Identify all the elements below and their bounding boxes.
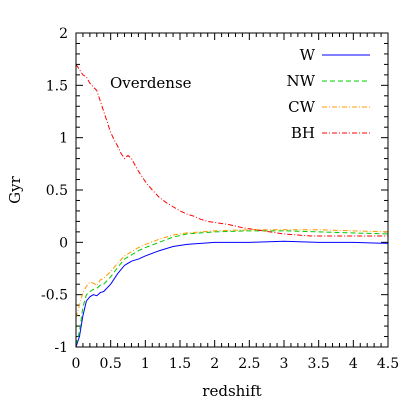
y-tick-label: 1 [59,131,68,147]
x-tick-label: 2.5 [238,356,260,372]
legend-label-bh: BH [291,124,315,142]
series-line-cw [75,229,389,318]
x-tick-label: 1 [141,356,150,372]
y-tick-label: 0.5 [46,183,68,199]
y-tick-label: 2 [59,26,68,42]
x-tick-label: 4.5 [377,356,399,372]
y-tick-label: 0 [59,235,68,251]
legend-label-w: W [300,46,316,64]
legend-label-nw: NW [286,72,315,90]
series-line-nw [75,230,389,346]
series-line-bh [75,64,388,237]
plot-frame [75,32,389,348]
legend-label-cw: CW [288,98,315,116]
y-tick-label: -1 [54,340,68,356]
x-tick-label: 4 [349,356,358,372]
y-tick-label: 1.5 [46,78,68,94]
x-tick-label: 0.5 [100,356,122,372]
x-tick-label: 2 [210,356,219,372]
y-axis-title: Gyr [6,175,24,203]
y-tick-label: -0.5 [41,288,68,304]
axes: 0 0.5 1 1.5 2 2.5 3 3.5 4 4.5 -1 -0.5 0 0.5 1 1.5 2 [41,26,399,372]
x-tick-label: 1.5 [169,356,191,372]
series-lines [75,64,389,348]
x-axis-title: redshift [202,382,261,400]
legend: W NW CW BH [286,46,370,142]
x-tick-label: 3.5 [308,356,330,372]
annotation-label: Overdense [110,74,192,92]
series-line-w [75,240,389,348]
x-tick-label: 0 [72,356,81,372]
x-tick-label: 3 [280,356,289,372]
